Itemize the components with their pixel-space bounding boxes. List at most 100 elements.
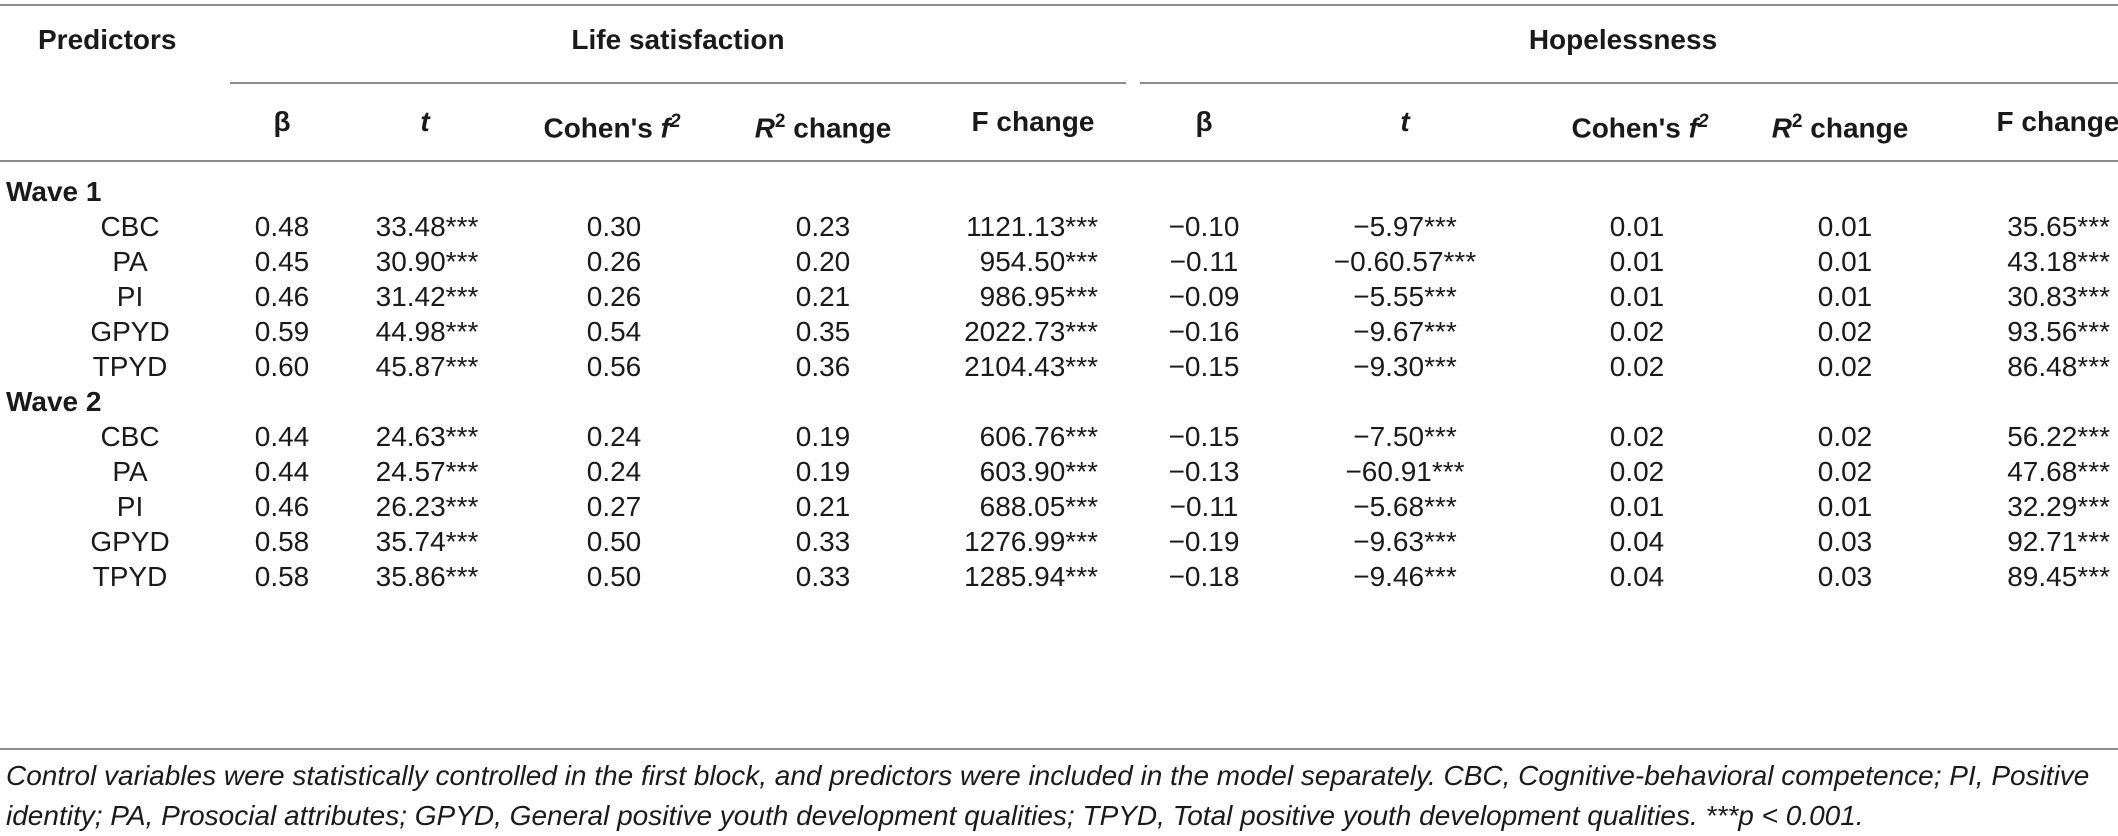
- hp-cell: 0.01: [1609, 281, 1665, 312]
- ls-cell: 0.35: [795, 316, 851, 347]
- ls-cell: 606.76***: [979, 421, 1098, 452]
- hp-cell: 0.02: [1817, 351, 1873, 382]
- hp-cell: 56.22***: [2007, 421, 2110, 452]
- ls-cell: 0.19: [795, 421, 851, 452]
- predictor-name: PI: [116, 281, 144, 312]
- hp-cell: 0.01: [1609, 491, 1665, 522]
- ls-cell: 30.90***: [375, 246, 479, 277]
- hp-cell: 0.01: [1609, 211, 1665, 242]
- ls-cell: 1276.99***: [964, 526, 1098, 557]
- ls-cell: 44.98***: [375, 316, 479, 347]
- ls-cell: 0.33: [795, 526, 851, 557]
- hp-r2-header: R2 change: [1772, 106, 1909, 144]
- ls-cell: 0.58: [254, 561, 310, 592]
- hp-cell: −0.15: [1168, 351, 1240, 382]
- hp-cell: −5.97***: [1353, 211, 1457, 242]
- ls-cell: 0.60: [254, 351, 310, 382]
- hp-cell: 0.02: [1817, 316, 1873, 347]
- hp-cell: −0.19: [1168, 526, 1240, 557]
- hp-cell: −0.18: [1168, 561, 1240, 592]
- ls-beta-header: β: [273, 106, 291, 137]
- header-bottom-rule: [0, 160, 2118, 162]
- ls-cell: 0.19: [795, 456, 851, 487]
- hp-cell: −0.13: [1168, 456, 1240, 487]
- ls-cell: 0.58: [254, 526, 310, 557]
- predictor-name: CBC: [100, 211, 160, 242]
- ls-cell: 24.57***: [375, 456, 479, 487]
- hp-cell: 0.04: [1609, 561, 1665, 592]
- hp-cell: −60.91***: [1345, 456, 1465, 487]
- life-satisfaction-group-rule: [230, 82, 1126, 84]
- r2-label: change: [1802, 112, 1909, 144]
- cohen-sup: 2: [1697, 111, 1709, 132]
- ls-cell: 0.44: [254, 456, 310, 487]
- ls-cell: 0.54: [586, 316, 642, 347]
- hp-cohen-header: Cohen's f2: [1571, 106, 1708, 144]
- ls-r2-header: R2 change: [755, 106, 892, 144]
- hp-cell: −0.11: [1169, 246, 1239, 277]
- ls-cell: 0.50: [586, 526, 642, 557]
- hp-t-header: t: [1400, 106, 1410, 137]
- r2-sup: 2: [774, 111, 786, 132]
- hp-cell: −0.10: [1168, 211, 1240, 242]
- ls-cell: 0.56: [586, 351, 642, 382]
- hp-cell: 43.18***: [2007, 246, 2110, 277]
- ls-cell: 45.87***: [375, 351, 479, 382]
- hp-cell: 0.03: [1817, 526, 1873, 557]
- ls-cell: 0.59: [254, 316, 310, 347]
- hp-cell: −0.09: [1168, 281, 1240, 312]
- predictors-header: Predictors: [38, 24, 177, 55]
- hp-cell: 0.01: [1817, 281, 1873, 312]
- hp-cell: 86.48***: [2007, 351, 2110, 382]
- predictor-name: PA: [112, 456, 148, 487]
- hp-cell: 0.04: [1609, 526, 1665, 557]
- predictor-name: PA: [112, 246, 148, 277]
- ls-cell: 0.46: [254, 281, 310, 312]
- footnote-p-rest: < 0.001.: [1753, 800, 1864, 831]
- ls-cell: 0.50: [586, 561, 642, 592]
- ls-cell: 0.30: [586, 211, 642, 242]
- ls-cell: 0.27: [586, 491, 642, 522]
- ls-cohen-header: Cohen's f2: [543, 106, 680, 144]
- ls-cell: 986.95***: [979, 281, 1098, 312]
- cohen-f: f: [1688, 112, 1698, 144]
- hp-cell: −5.55***: [1353, 281, 1457, 312]
- predictor-name: GPYD: [90, 316, 170, 347]
- ls-cell: 35.86***: [375, 561, 479, 592]
- predictor-name: CBC: [100, 421, 160, 452]
- footnote-text: Control variables were statistically con…: [6, 760, 2090, 831]
- hp-cell: 93.56***: [2007, 316, 2110, 347]
- hp-cell: −7.50***: [1353, 421, 1457, 452]
- cohen-label: Cohen's: [1571, 112, 1689, 144]
- ls-cell: 31.42***: [375, 281, 479, 312]
- cohen-f: f: [660, 112, 670, 144]
- hp-cell: −0.15: [1168, 421, 1240, 452]
- ls-cell: 2022.73***: [964, 316, 1098, 347]
- r2-sup: 2: [1791, 111, 1803, 132]
- ls-cell: 0.48: [254, 211, 310, 242]
- ls-cell: 1121.13***: [966, 211, 1098, 242]
- predictor-name: TPYD: [92, 351, 168, 382]
- ls-cell: 0.44: [254, 421, 310, 452]
- predictor-name: TPYD: [92, 561, 168, 592]
- hp-cell: 0.02: [1817, 456, 1873, 487]
- ls-cell: 24.63***: [375, 421, 479, 452]
- predictor-name: PI: [116, 491, 144, 522]
- ls-cell: 0.20: [795, 246, 851, 277]
- ls-cell: 0.23: [795, 211, 851, 242]
- hp-cell: 30.83***: [2007, 281, 2110, 312]
- hp-cell: 32.29***: [2007, 491, 2110, 522]
- wave-label: Wave 2: [6, 386, 102, 417]
- hp-cell: −0.60.57***: [1333, 246, 1477, 277]
- hopelessness-header: Hopelessness: [1528, 24, 1718, 55]
- hp-cell: −0.16: [1168, 316, 1240, 347]
- ls-cell: 0.33: [795, 561, 851, 592]
- ls-cell: 954.50***: [979, 246, 1098, 277]
- ls-cell: 603.90***: [979, 456, 1098, 487]
- ls-cell: 0.21: [795, 281, 851, 312]
- cohen-label: Cohen's: [543, 112, 661, 144]
- ls-cell: 0.24: [586, 421, 642, 452]
- hp-cell: 0.02: [1609, 421, 1665, 452]
- table-footnote: Control variables were statistically con…: [6, 756, 2106, 836]
- ls-cell: 26.23***: [375, 491, 479, 522]
